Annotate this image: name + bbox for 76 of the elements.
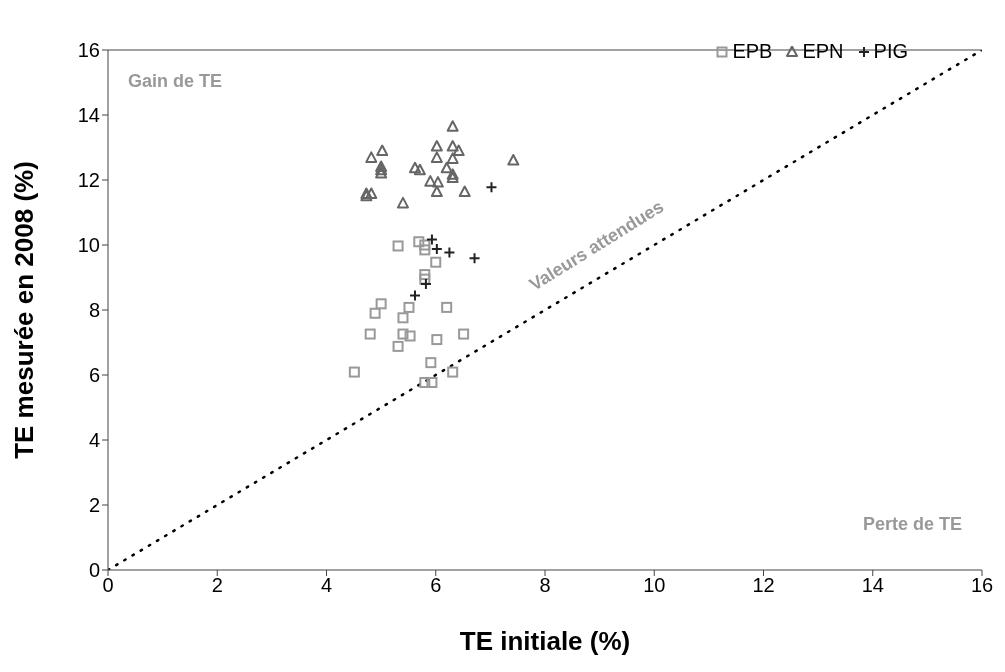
point [397, 328, 409, 340]
point [426, 376, 438, 388]
point [364, 328, 376, 340]
point [413, 163, 426, 176]
y-tick-label: 16 [77, 39, 100, 62]
point [365, 187, 378, 199]
point [392, 240, 404, 252]
point [431, 176, 444, 188]
point [376, 144, 389, 157]
point [396, 196, 409, 209]
point [468, 252, 481, 265]
point [425, 357, 437, 369]
point [419, 239, 431, 251]
x-tick-label: 0 [102, 574, 114, 597]
point [413, 236, 425, 248]
point [507, 154, 520, 166]
point [446, 152, 459, 164]
point [485, 181, 498, 194]
x-tick-label: 2 [211, 574, 223, 597]
point [419, 278, 432, 290]
point [446, 120, 459, 132]
y-tick-label: 4 [88, 429, 100, 452]
x-tick-label: 12 [752, 574, 775, 597]
point [375, 160, 388, 172]
point [458, 185, 471, 198]
point [425, 233, 438, 246]
point [369, 307, 381, 319]
point [392, 340, 404, 352]
point [443, 246, 456, 259]
point [419, 244, 431, 256]
y-tick-label: 10 [77, 234, 100, 257]
point [446, 171, 459, 184]
y-tick-label: 2 [88, 494, 100, 517]
point [365, 151, 378, 163]
annotation: Perte de TE [862, 514, 962, 534]
x-tick-label: 8 [539, 574, 551, 597]
x-axis-title: TE initiale (%) [459, 626, 631, 656]
x-tick-label: 4 [320, 574, 333, 597]
point [424, 175, 437, 187]
point [430, 151, 443, 163]
point [408, 161, 421, 174]
point [348, 366, 360, 378]
annotation: Gain de TE [128, 71, 223, 91]
point [441, 301, 453, 313]
point [447, 366, 459, 378]
legend-label: EPN [802, 40, 844, 63]
x-tick-label: 16 [970, 574, 994, 597]
point [458, 328, 470, 340]
y-tick-label: 12 [77, 169, 100, 192]
point [431, 334, 443, 346]
point [440, 161, 453, 174]
x-tick-label: 10 [643, 574, 666, 597]
y-axis-title: TE mesurée en 2008 (%) [9, 161, 40, 459]
point [446, 140, 459, 152]
y-tick-label: 6 [88, 364, 100, 387]
point [397, 312, 409, 324]
point [419, 273, 431, 285]
point [430, 185, 443, 198]
point [375, 163, 388, 176]
point [419, 269, 431, 281]
point [404, 330, 416, 342]
point [375, 167, 388, 179]
y-tick-label: 14 [77, 104, 100, 127]
legend-label: PIG [873, 40, 908, 63]
point [403, 301, 415, 313]
y-tick-label: 8 [88, 299, 100, 322]
point [430, 256, 442, 268]
x-tick-label: 6 [430, 574, 442, 597]
point [430, 140, 443, 152]
point [446, 168, 459, 180]
point [452, 144, 465, 157]
legend-label: EPB [732, 40, 773, 63]
point [375, 298, 387, 310]
point [419, 376, 431, 388]
x-tick-label: 14 [861, 574, 884, 597]
y-tick-label: 0 [88, 559, 100, 582]
